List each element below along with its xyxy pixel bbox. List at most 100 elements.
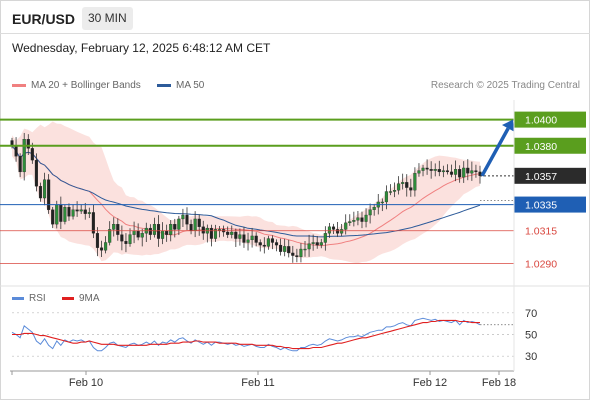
candle-body	[429, 169, 433, 171]
candle	[79, 204, 83, 214]
candle	[209, 224, 213, 247]
x-tick-label-feb-12: Feb 12	[413, 377, 447, 389]
candle	[238, 228, 242, 246]
candle-body	[340, 229, 344, 234]
ma9-swatch	[62, 296, 74, 300]
candle-body	[152, 224, 156, 235]
ma50-line	[11, 145, 481, 238]
candle	[279, 238, 283, 256]
resistance-label: 1.0380	[525, 141, 557, 153]
candle-body	[132, 230, 136, 235]
candle	[336, 221, 340, 237]
candle-body	[405, 182, 409, 188]
candle	[356, 210, 360, 226]
candle	[372, 204, 376, 216]
candle-body	[336, 229, 340, 234]
candle-body	[156, 224, 161, 239]
candle	[470, 161, 474, 181]
candle-body	[124, 241, 128, 244]
candle-body	[165, 230, 169, 235]
level-last-price-2: 1.0357	[480, 167, 586, 184]
candle-body	[136, 230, 140, 238]
candle-body	[79, 209, 83, 212]
candle-body	[356, 217, 360, 221]
ma50-swatch	[157, 83, 171, 87]
candle	[250, 227, 254, 248]
candle-body	[38, 186, 43, 199]
candle-body	[193, 218, 197, 231]
candle-body	[445, 170, 449, 173]
candle-body	[226, 231, 230, 235]
candle-body	[43, 179, 47, 199]
rsi-line	[11, 317, 481, 352]
candle-body	[116, 224, 120, 235]
candle-body	[83, 209, 87, 214]
candle-body	[140, 233, 144, 238]
candle-body	[14, 145, 18, 157]
candle	[112, 217, 116, 237]
candle-body	[177, 218, 181, 230]
candle	[291, 245, 295, 263]
candle	[258, 239, 262, 252]
candle-body	[148, 227, 152, 235]
candle-body	[449, 171, 454, 175]
candle	[47, 174, 51, 214]
candle-body	[67, 207, 71, 217]
rsi-tick-50: 50	[525, 330, 537, 342]
candle-body	[425, 167, 429, 170]
timeframe-button[interactable]: 30 MIN	[82, 7, 133, 30]
candle	[116, 218, 120, 241]
candle-body	[189, 224, 193, 231]
candle-body	[55, 204, 59, 225]
candle	[226, 226, 230, 239]
candle	[466, 159, 470, 181]
candle-body	[380, 201, 384, 204]
candle	[140, 228, 144, 247]
candle	[75, 201, 79, 217]
candle-body	[242, 234, 246, 243]
candle	[413, 167, 417, 197]
candle-body	[311, 242, 315, 244]
candle-body	[327, 226, 331, 234]
candle-body	[230, 231, 234, 235]
candle-body	[197, 218, 201, 227]
candle	[433, 163, 437, 177]
candle	[270, 235, 275, 250]
candle	[38, 182, 43, 202]
resistance-tag	[514, 111, 586, 128]
candle-body	[409, 187, 413, 191]
legend-rsi: RSI	[12, 293, 46, 304]
candle-body	[437, 169, 441, 173]
candle	[348, 214, 352, 226]
candle	[197, 214, 201, 236]
candle	[401, 173, 405, 190]
candle	[67, 203, 71, 221]
candle-body	[474, 170, 478, 173]
candle	[417, 163, 421, 177]
candle	[307, 234, 311, 257]
rsi-tick-70: 70	[525, 308, 537, 320]
candle	[352, 211, 356, 227]
candle-body	[466, 167, 470, 174]
candle-body	[454, 169, 458, 175]
pivot-tag	[514, 196, 586, 213]
x-tick-label-feb-10: Feb 10	[69, 377, 103, 389]
candle-body	[368, 209, 372, 216]
candle-body	[246, 239, 250, 243]
candle-body	[462, 167, 466, 178]
candle-body	[22, 139, 26, 173]
candle-body	[388, 191, 393, 193]
candle-body	[34, 159, 38, 187]
resistance-label: 1.0400	[525, 115, 557, 127]
candle	[311, 234, 315, 251]
candle-body	[238, 234, 242, 239]
candle	[108, 221, 112, 246]
candle	[213, 224, 218, 242]
candle-body	[169, 224, 173, 235]
candle-body	[372, 207, 376, 210]
candle-body	[270, 238, 275, 243]
candle	[360, 211, 364, 229]
candle-body	[185, 214, 189, 225]
candle-body	[364, 214, 368, 222]
